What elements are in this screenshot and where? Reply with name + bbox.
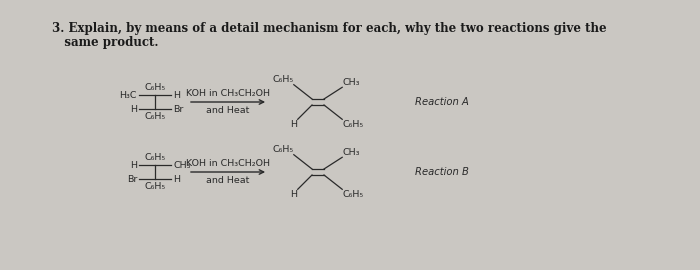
Text: H₃C: H₃C <box>120 90 137 100</box>
Text: KOH in CH₃CH₂OH: KOH in CH₃CH₂OH <box>186 159 270 168</box>
Text: Reaction A: Reaction A <box>415 97 469 107</box>
Text: H: H <box>290 190 298 199</box>
Text: H: H <box>173 174 180 184</box>
Text: C₆H₅: C₆H₅ <box>144 112 166 121</box>
Text: C₆H₅: C₆H₅ <box>144 153 166 162</box>
Text: KOH in CH₃CH₂OH: KOH in CH₃CH₂OH <box>186 89 270 98</box>
Text: CH₃: CH₃ <box>173 160 190 170</box>
Text: Br: Br <box>173 104 183 113</box>
Text: and Heat: and Heat <box>206 106 250 115</box>
Text: CH₃: CH₃ <box>343 78 360 87</box>
Text: CH₃: CH₃ <box>343 148 360 157</box>
Text: C₆H₅: C₆H₅ <box>343 120 364 129</box>
Text: C₆H₅: C₆H₅ <box>272 75 293 84</box>
Text: H: H <box>290 120 298 129</box>
Text: C₆H₅: C₆H₅ <box>144 182 166 191</box>
Text: Reaction B: Reaction B <box>415 167 469 177</box>
Text: H: H <box>173 90 180 100</box>
Text: 3. Explain, by means of a detail mechanism for each, why the two reactions give : 3. Explain, by means of a detail mechani… <box>52 22 607 35</box>
Text: C₆H₅: C₆H₅ <box>343 190 364 199</box>
Text: and Heat: and Heat <box>206 176 250 185</box>
Text: C₆H₅: C₆H₅ <box>144 83 166 92</box>
Text: same product.: same product. <box>52 36 158 49</box>
Text: Br: Br <box>127 174 137 184</box>
Text: C₆H₅: C₆H₅ <box>272 145 293 154</box>
Text: H: H <box>130 160 137 170</box>
Text: H: H <box>130 104 137 113</box>
